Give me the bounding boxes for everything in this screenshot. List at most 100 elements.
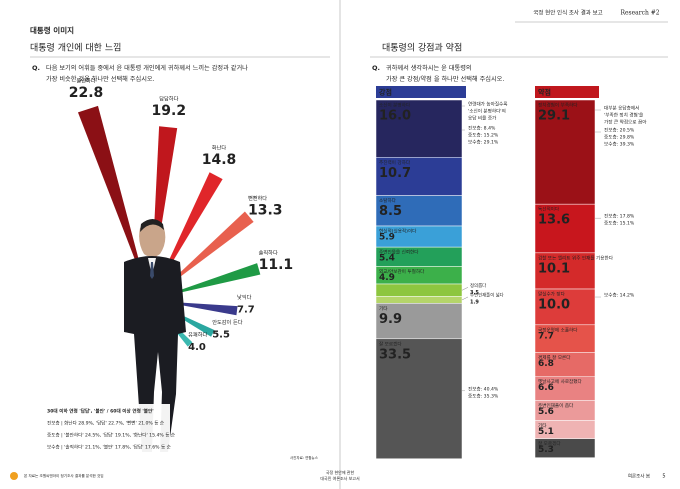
fan-label: 답답하다 [159, 94, 178, 102]
fan-label: 화난다 [212, 144, 227, 152]
stack-segment [534, 288, 596, 326]
fan-label: 낯익다 [237, 293, 252, 301]
segment-value: 7.7 [538, 331, 554, 341]
annotation: 응답 비율 증가 [468, 115, 497, 122]
segment-label: 주변인재풀이 넓다 [470, 291, 504, 298]
fan-value: 19.2 [152, 103, 187, 119]
segment-label: 소탈하다 [379, 197, 397, 204]
segment-value: 9.9 [379, 312, 402, 327]
label-leader [461, 287, 469, 291]
column-header: 약점 [538, 88, 551, 97]
stack-segment [375, 195, 463, 227]
annotation: '소신이 분명하다'의 [468, 108, 506, 115]
fan-label: 유쾌하다 [188, 331, 207, 339]
question-line: 다음 보기의 어휘들 중에서 윤 대통령 개인에게 귀하께서 느끼는 감정과 같… [46, 64, 248, 72]
question-mark: Q. [32, 64, 40, 72]
fan-label: 뻔뻔하다 [248, 194, 267, 202]
annotation: 가장 큰 약점으로 꼽아 [604, 119, 647, 126]
segment-label: 말실수가 잦다 [538, 291, 566, 298]
segment-value: 5.4 [379, 254, 395, 264]
column-header-bar [376, 86, 466, 98]
segment-value: 33.5 [379, 347, 411, 362]
fan-label: 안도감이 든다 [212, 318, 243, 326]
section-label: 대통령 이미지 [30, 25, 74, 35]
footer-icon [10, 472, 18, 480]
annotation: '부족한 정치 경험'을 [604, 112, 643, 119]
question-line: 귀하께서 생각하시는 윤 대통령의 [386, 64, 472, 72]
segment-value: 6.8 [538, 359, 554, 369]
right-subtitle: 대통령의 강점과 약점 [382, 42, 462, 54]
segment-label: 주변인재풀이 좁다 [538, 402, 574, 409]
question-mark: Q. [372, 64, 380, 72]
segment-value: 5.6 [538, 407, 554, 417]
segment-label: 정치경험이 부족하다 [538, 102, 578, 109]
segment-label: 외교/안보관이 투철하다 [379, 268, 425, 275]
question-line: 가장 큰 강점/약점 을 하나만 선택해 주십시오. [386, 75, 504, 83]
stack-segment [375, 338, 463, 459]
president-photo [124, 219, 186, 452]
annotation: 중도층: 29.8% [604, 134, 635, 141]
segment-value: 1.9 [470, 299, 479, 305]
footer-center: 국정 현안에 관한 [326, 469, 355, 475]
fan-label: 불안하다 [76, 77, 95, 85]
segment-value: 5.9 [379, 233, 395, 243]
note-line: 보수층 | '솔직하다' 21.1%, '불안' 17.8%, '답답' 17.… [47, 444, 171, 451]
fan-value: 14.8 [202, 152, 237, 168]
segment-label: 현실적(실용적)이다 [379, 228, 417, 235]
annotation: 보수층: 14.2% [604, 292, 635, 299]
annotation: 중도층: 15.2% [468, 132, 499, 139]
photo-credit: 사진자료: 연합뉴스 [290, 455, 319, 460]
column-header-bar [535, 86, 599, 98]
footer-title: 여론조사 봄 [628, 473, 650, 480]
annotation: 중도층: 35.3% [468, 392, 499, 399]
segment-label: 독선적이다 [538, 206, 560, 213]
stack-segment [534, 252, 596, 290]
stack-segment [534, 324, 596, 353]
segment-label: 국정운영에 소홀하다 [538, 326, 578, 333]
annotation: 중도층: 15.1% [604, 220, 635, 227]
header-research: Research #2 [620, 10, 659, 17]
fan-value: 11.1 [259, 257, 294, 273]
annotation: 연령대가 높아질수록 [468, 101, 508, 108]
stack-segment [375, 283, 463, 297]
label-leader [461, 296, 469, 301]
note-line: 진보층 | 화난다 28.9%, '답답' 22.7%, '뻔뻔' 21.0% … [47, 420, 164, 427]
segment-value: 8.5 [379, 204, 402, 219]
segment-value: 5.3 [538, 445, 554, 455]
fan-value: 5.5 [212, 329, 230, 340]
note-line: 중도층 | '불안하다' 24.5%, '답답' 19.1%, '화난다' 15… [47, 432, 175, 439]
annotation: 진보층: 20.5% [604, 127, 635, 134]
annotation: 보수층: 29.1% [468, 139, 499, 146]
stack-segment [375, 303, 463, 340]
segment-value: 13.6 [538, 213, 570, 228]
segment-value: 10.7 [379, 166, 411, 181]
segment-label: 잘 모르겠다 [538, 440, 561, 447]
fan-label: 솔직하다 [259, 249, 278, 257]
segment-label: 주변인물을 신뢰한다 [379, 249, 419, 256]
fan-bar [156, 172, 223, 288]
segment-label: 검찰 또는 엘리트 위주 인재를 기용한다 [538, 254, 614, 261]
segment-label: 추진력이 강하다 [379, 159, 411, 166]
footer-note: 본 자료는 조원씨앤아이 정기조사 결과를 분석한 것임 [24, 473, 104, 478]
left-subtitle: 대통령 개인에 대한 느낌 [30, 42, 121, 54]
stack-segment [534, 438, 596, 458]
notes-box [44, 404, 170, 458]
fan-bar [163, 263, 261, 297]
stack-segment [375, 296, 463, 304]
segment-value: 4.9 [379, 273, 395, 283]
segment-label: 기타 [379, 305, 388, 312]
segment-label: 기타 [538, 422, 547, 429]
annotation: 진보층: 17.8% [604, 213, 635, 220]
fan-value: 4.0 [188, 342, 206, 353]
segment-value: 3.5 [470, 290, 479, 296]
annotation: 대부분 응답층에서 [604, 105, 639, 112]
segment-value: 29.1 [538, 109, 570, 124]
segment-value: 6.6 [538, 383, 554, 393]
stack-segment [375, 157, 463, 196]
fan-value: 7.7 [237, 304, 255, 315]
annotation: 진보층: 40.4% [468, 385, 499, 392]
fan-value: 13.3 [248, 203, 283, 219]
segment-value: 16.0 [379, 109, 411, 124]
